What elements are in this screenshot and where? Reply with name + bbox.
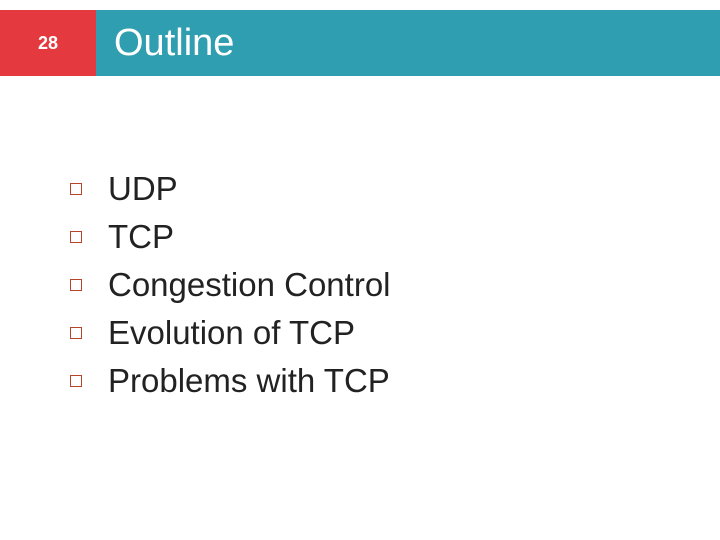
slide: 28 Outline UDP TCP Congestion Control Ev…: [0, 0, 720, 540]
slide-header: 28 Outline: [0, 10, 720, 76]
square-bullet-icon: [70, 327, 82, 339]
title-box: Outline: [96, 10, 720, 76]
list-item: Problems with TCP: [70, 362, 391, 400]
page-number: 28: [38, 33, 58, 54]
slide-title: Outline: [114, 22, 234, 65]
square-bullet-icon: [70, 231, 82, 243]
list-item-text: Problems with TCP: [108, 362, 390, 400]
list-item-text: Evolution of TCP: [108, 314, 355, 352]
square-bullet-icon: [70, 375, 82, 387]
list-item: UDP: [70, 170, 391, 208]
list-item: TCP: [70, 218, 391, 256]
list-item-text: UDP: [108, 170, 178, 208]
outline-list: UDP TCP Congestion Control Evolution of …: [70, 170, 391, 410]
list-item-text: TCP: [108, 218, 174, 256]
list-item: Evolution of TCP: [70, 314, 391, 352]
square-bullet-icon: [70, 279, 82, 291]
square-bullet-icon: [70, 183, 82, 195]
list-item-text: Congestion Control: [108, 266, 391, 304]
page-number-box: 28: [0, 10, 96, 76]
list-item: Congestion Control: [70, 266, 391, 304]
